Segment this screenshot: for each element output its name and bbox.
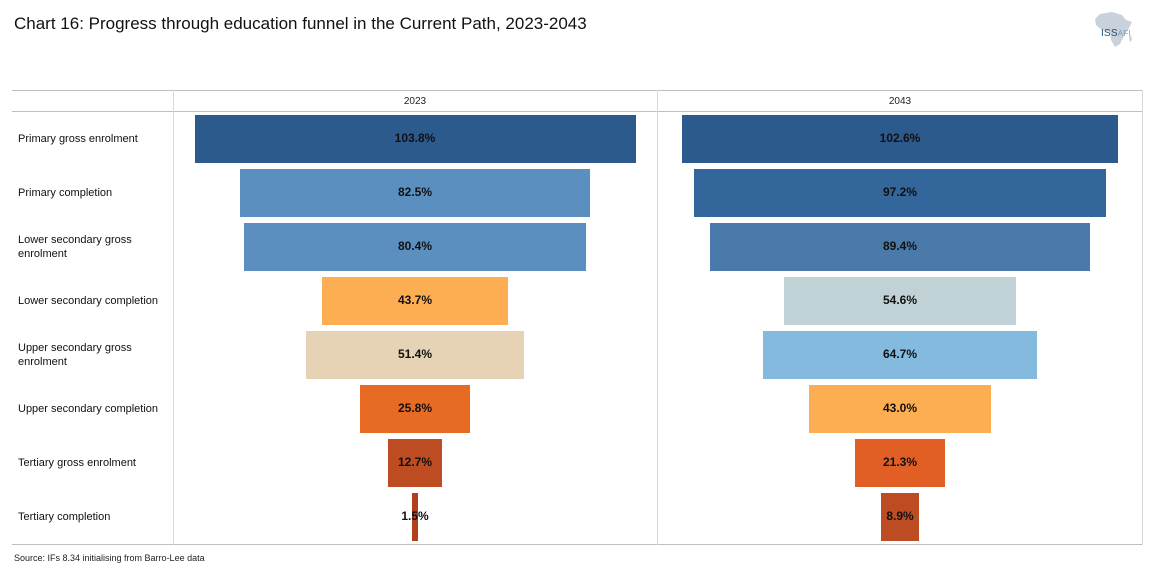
row-label-text: Lower secondary gross enrolment xyxy=(18,234,132,260)
row-label: Lower secondary completion xyxy=(18,274,176,328)
funnel-bar xyxy=(194,115,636,163)
funnel-bar xyxy=(244,223,586,271)
chart-title: Chart 16: Progress through education fun… xyxy=(14,14,587,33)
column-header-2043: 2043 xyxy=(888,96,912,107)
africa-map-icon xyxy=(1095,12,1132,47)
funnel-bar xyxy=(388,439,442,487)
bar-value-label: 82.5% xyxy=(397,185,433,199)
bar-value-label: 12.7% xyxy=(397,455,433,469)
bar-value-label: 1.5% xyxy=(401,509,429,523)
bar-value-label: 102.6% xyxy=(879,131,921,145)
bar-value-label: 25.8% xyxy=(397,401,433,415)
bar-value-label: 21.3% xyxy=(882,455,918,469)
right-edge-line xyxy=(1142,90,1143,545)
funnel-bar xyxy=(360,385,470,433)
funnel-bar xyxy=(322,277,508,325)
funnel-bar xyxy=(682,115,1118,163)
row-label-text: Upper secondary completion xyxy=(18,403,159,415)
row-label-text: Tertiary gross enrolment xyxy=(18,457,136,469)
row-label-text: Lower secondary completion xyxy=(18,295,159,307)
funnel-bar xyxy=(239,169,591,217)
row-label: Upper secondary gross enrolment xyxy=(18,328,176,382)
funnel-bar xyxy=(305,331,525,379)
row-label: Primary completion xyxy=(18,166,176,220)
row-label: Lower secondary gross enrolment xyxy=(18,220,176,274)
source-note: Source: IFs 8.34 initialising from Barro… xyxy=(14,553,205,563)
funnel-bar xyxy=(881,493,919,541)
panel-divider-line xyxy=(657,90,658,545)
bar-value-label: 43.0% xyxy=(882,401,918,415)
row-label: Primary gross enrolment xyxy=(18,112,176,166)
bar-value-label: 97.2% xyxy=(882,185,918,199)
funnel-bar xyxy=(784,277,1016,325)
header-top-line xyxy=(12,90,1143,91)
row-label-text: Primary completion xyxy=(18,187,113,199)
column-header-2023: 2023 xyxy=(403,96,427,107)
row-label-text: Upper secondary gross enrolment xyxy=(18,342,132,368)
funnel-bar xyxy=(693,169,1107,217)
header-bottom-line xyxy=(12,111,1143,112)
funnel-bar xyxy=(710,223,1090,271)
funnel-bar xyxy=(854,439,946,487)
bar-value-label: 54.6% xyxy=(882,293,918,307)
row-label-text: Primary gross enrolment xyxy=(18,133,138,145)
label-divider-line xyxy=(173,90,174,545)
bar-value-label: 8.9% xyxy=(886,509,914,523)
logo-text: ISSAFI xyxy=(1101,28,1131,39)
bar-value-label: 43.7% xyxy=(397,293,433,307)
funnel-chart: 2023 2043 Primary gross enrolment Primary c… xyxy=(12,90,1143,545)
bar-value-label: 103.8% xyxy=(394,131,436,145)
bar-value-label: 51.4% xyxy=(397,347,433,361)
row-label: Tertiary gross enrolment xyxy=(18,436,176,490)
row-label: Upper secondary completion xyxy=(18,382,176,436)
bar-value-label: 80.4% xyxy=(397,239,433,253)
funnel-bar xyxy=(762,331,1038,379)
funnel-bar xyxy=(808,385,992,433)
logo-text-sub: AFI xyxy=(1117,29,1131,38)
chart-bottom-line xyxy=(12,544,1143,545)
funnel-bar xyxy=(411,493,419,541)
logo-text-main: ISS xyxy=(1101,28,1118,39)
bar-value-label: 64.7% xyxy=(882,347,918,361)
bar-value-label: 89.4% xyxy=(882,239,918,253)
row-label-text: Tertiary completion xyxy=(18,511,111,523)
row-label: Tertiary completion xyxy=(18,490,176,544)
